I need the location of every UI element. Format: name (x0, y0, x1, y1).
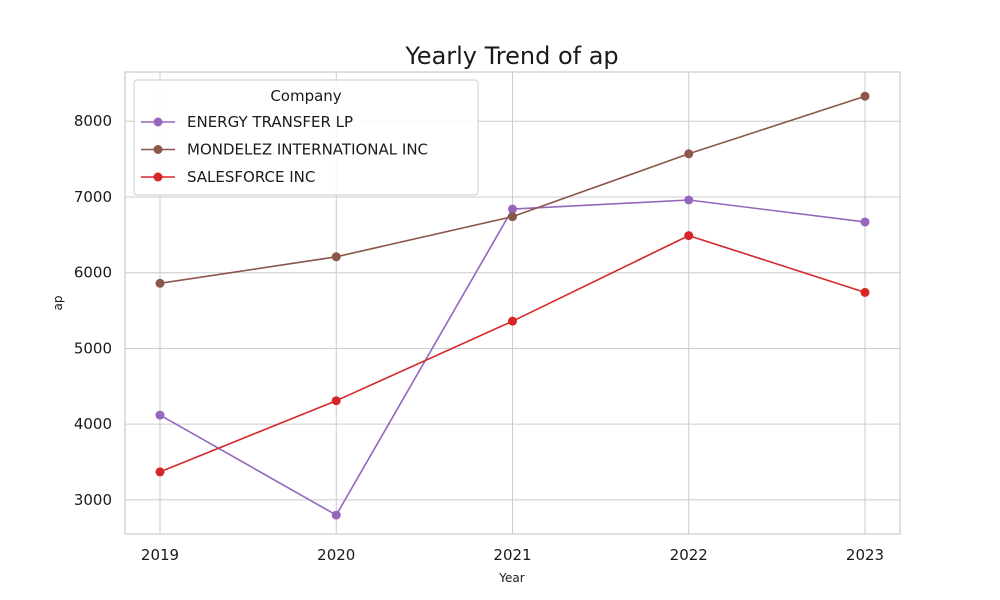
x-tick-label: 2019 (141, 546, 179, 564)
legend-marker-swatch (153, 172, 163, 182)
plot-frame (124, 71, 901, 535)
data-point (155, 278, 165, 288)
legend-title: Company (270, 87, 341, 105)
legend-item-mondelez-international-inc: MONDELEZ INTERNATIONAL INC (141, 141, 428, 159)
data-point (331, 252, 341, 262)
data-point (860, 91, 870, 101)
x-tick-label: 2023 (846, 546, 884, 564)
series-mondelez-international-inc (155, 91, 870, 288)
data-point (331, 510, 341, 520)
data-point (331, 396, 341, 406)
legend-marker-swatch (153, 145, 163, 154)
legend-item-salesforce-inc: SALESFORCE INC (141, 168, 315, 186)
legend-label: SALESFORCE INC (187, 168, 315, 186)
tick-labels: 2019 2020 2021 2022 2023 3000 4000 5000 6000 7000… (74, 112, 884, 564)
data-point (860, 217, 870, 227)
data-point (860, 287, 870, 297)
legend-box (133, 79, 479, 196)
data-point (684, 195, 694, 205)
x-tick-label: 2022 (670, 546, 708, 564)
series-salesforce-inc (155, 231, 870, 477)
y-tick-label: 5000 (74, 339, 112, 357)
legend-marker-swatch (153, 117, 163, 127)
series-layer (155, 91, 870, 520)
x-axis-label: Year (498, 571, 524, 585)
y-tick-label: 7000 (74, 188, 112, 206)
y-axis-label: ap (51, 296, 65, 311)
y-tick-label: 3000 (74, 491, 112, 509)
y-tick-label: 8000 (74, 112, 112, 130)
legend-label: MONDELEZ INTERNATIONAL INC (187, 141, 428, 159)
x-tick-label: 2021 (493, 546, 531, 564)
data-point (684, 231, 694, 241)
legend-item-energy-transfer-lp: ENERGY TRANSFER LP (141, 113, 353, 131)
x-tick-label: 2020 (317, 546, 355, 564)
series-energy-transfer-lp (155, 195, 870, 520)
data-point (155, 467, 165, 477)
data-point (508, 212, 517, 222)
legend: Company ENERGY TRANSFER LP MONDELEZ INTER… (133, 79, 479, 196)
legend-label: ENERGY TRANSFER LP (187, 113, 353, 131)
data-point (508, 204, 517, 214)
y-tick-label: 4000 (74, 415, 112, 433)
legend-items: ENERGY TRANSFER LP MONDELEZ INTERNATIONAL… (141, 113, 428, 186)
y-tick-label: 6000 (74, 264, 112, 282)
data-point (684, 149, 694, 159)
chart-title: Yearly Trend of ap (404, 42, 618, 70)
data-point (155, 410, 165, 420)
data-point (508, 316, 517, 326)
